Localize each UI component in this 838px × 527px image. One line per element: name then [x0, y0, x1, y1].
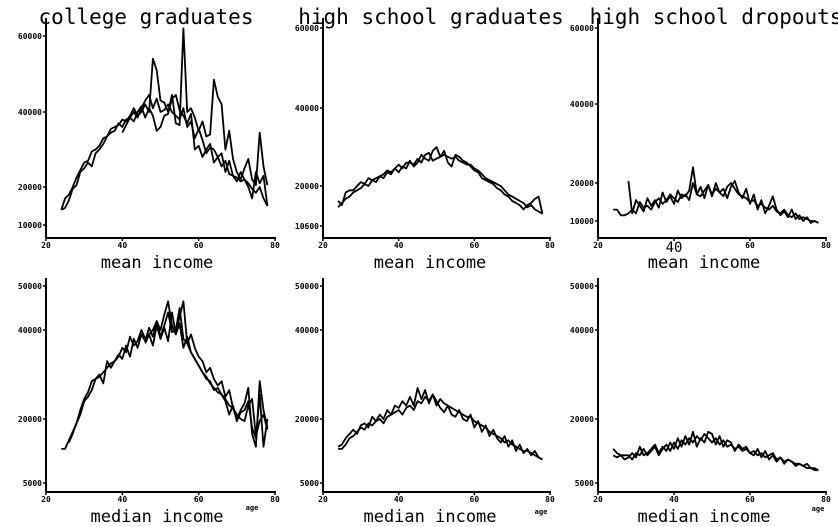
y-tick-label: 50000	[295, 282, 319, 291]
chart-panel-2: 10000 20000 40000 60000 20 40 60 80	[570, 18, 831, 256]
panel-title-dropouts: high school dropouts	[590, 5, 838, 29]
series-line-1	[612, 430, 819, 472]
y-tick-label: 20000	[295, 415, 319, 424]
series-line-0	[613, 166, 819, 224]
x-tick-label: 20	[318, 241, 328, 250]
y-tick-label: 20000	[295, 182, 319, 191]
x-tick-label: 60	[745, 495, 755, 504]
chart-panel-1: 10600 20000 40000 60000 20 40 60 80	[295, 18, 555, 250]
x-tick-label: 80	[270, 495, 280, 504]
y-tick-label: 10000	[570, 217, 594, 226]
x-tick-label: 20	[593, 495, 603, 504]
y-tick-label: 10600	[295, 222, 319, 231]
y-tick-label: 50000	[570, 282, 594, 291]
series-line-1	[337, 146, 544, 214]
x-tick-label: 80	[821, 495, 831, 504]
x-tick-label: 40	[394, 241, 404, 250]
x-tick-label: 60	[194, 241, 204, 250]
y-tick-label: 40000	[295, 326, 319, 335]
series-line-0	[338, 393, 543, 461]
series-line-1	[627, 180, 819, 224]
y-tick-label: 5000	[23, 479, 42, 488]
x-tick-label: 40	[394, 495, 404, 504]
x-tick-label: 40	[118, 241, 128, 250]
y-tick-label: 5000	[300, 479, 319, 488]
xlabel-5: median income	[637, 507, 770, 527]
y-tick-label: 40000	[570, 100, 594, 109]
xlabel-1: mean income	[374, 253, 487, 273]
series-line-0	[337, 151, 543, 215]
xlabel-0: mean income	[101, 253, 214, 273]
x-tick-label: 20	[41, 495, 51, 504]
x-tick-label: 20	[593, 241, 603, 250]
age-label-1: age	[535, 508, 548, 516]
xlabel-4: median income	[363, 507, 496, 527]
series-line-0	[612, 432, 819, 471]
x-tick-label: 60	[194, 495, 204, 504]
x-tick-label: 80	[270, 241, 280, 250]
y-tick-label: 5000	[575, 479, 594, 488]
panel-title-highschool: high school graduates	[298, 5, 564, 29]
y-tick-label: 50000	[18, 282, 42, 291]
age-label-2: age	[812, 505, 825, 513]
chart-panel-0: 10000 20000 40000 60000 20 40 60 80	[18, 18, 280, 250]
y-tick-label: 20000	[570, 179, 594, 188]
y-tick-label: 20000	[18, 415, 42, 424]
x-tick-label: 40	[666, 240, 683, 256]
x-tick-label: 60	[745, 241, 755, 250]
x-tick-label: 40	[118, 495, 128, 504]
x-tick-label: 40	[669, 495, 679, 504]
x-tick-label: 20	[318, 495, 328, 504]
y-tick-label: 40000	[570, 326, 594, 335]
y-tick-label: 60000	[18, 32, 42, 41]
y-tick-label: 60000	[295, 24, 319, 33]
panel-title-college: college graduates	[39, 5, 254, 29]
y-tick-label: 40000	[295, 104, 319, 113]
x-tick-label: 80	[821, 241, 831, 250]
y-tick-label: 40000	[18, 108, 42, 117]
chart-panel-5: 5000 20000 40000 50000 20 40 60 80	[570, 278, 831, 504]
x-tick-label: 20	[41, 241, 51, 250]
series-line-1	[60, 27, 269, 211]
y-tick-label: 20000	[570, 415, 594, 424]
xlabel-3: median income	[90, 507, 223, 527]
chart-panel-3: 5000 20000 40000 50000 20 40 60 80	[18, 278, 280, 504]
chart-panel-4: 5000 20000 40000 50000 20 40 60 80	[295, 278, 555, 504]
x-tick-label: 80	[545, 241, 555, 250]
y-tick-label: 60000	[570, 24, 594, 33]
y-tick-label: 40000	[18, 326, 42, 335]
x-tick-label: 60	[470, 495, 480, 504]
x-tick-label: 60	[470, 241, 480, 250]
y-tick-label: 20000	[18, 183, 42, 192]
xlabel-2: mean income	[648, 253, 761, 273]
x-tick-label: 80	[545, 495, 555, 504]
series-line-2	[121, 94, 269, 207]
age-label-0: age	[246, 504, 259, 512]
series-line-2	[144, 311, 269, 438]
series-line-1	[337, 386, 543, 461]
y-tick-label: 10000	[18, 221, 42, 230]
